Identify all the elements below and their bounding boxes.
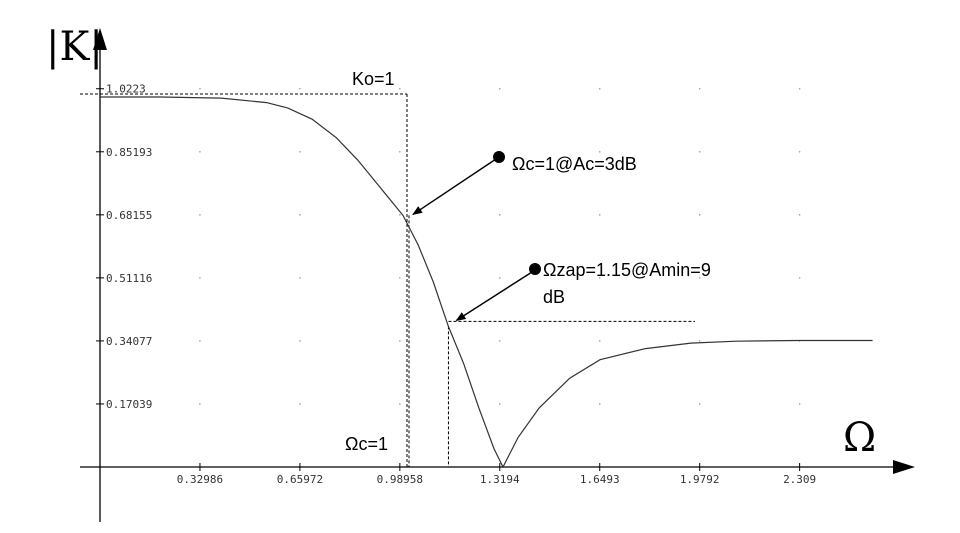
- x-ticks: 0.32986 0.65972 0.98958 1.3194 1.6493 1.9792 2…: [177, 463, 816, 486]
- annotation-stopband-line2: dB: [543, 287, 565, 307]
- ko-label: Ko=1: [352, 69, 395, 89]
- grid-dot: [798, 277, 801, 279]
- grid-dot: [299, 277, 301, 279]
- grid-dot: [698, 403, 701, 405]
- grid-dot: [399, 150, 401, 153]
- x-axis-arrow-icon: [893, 460, 915, 474]
- x-tick-label: 0.65972: [277, 473, 323, 486]
- grid-dot: [598, 87, 601, 90]
- y-tick-label: 0.51116: [106, 272, 152, 285]
- grid-dot: [698, 214, 701, 216]
- y-axis-title: |K|: [46, 24, 103, 70]
- grid-dot: [299, 214, 301, 216]
- grid-dot: [199, 150, 201, 153]
- grid-dot: [698, 277, 701, 279]
- grid: [199, 87, 801, 405]
- omega-c-label: Ωc=1: [345, 434, 388, 454]
- guides: [80, 93, 695, 467]
- grid-dot: [598, 150, 601, 153]
- grid-dot: [399, 214, 401, 216]
- grid-dot: [798, 403, 801, 405]
- y-ticks: 0.17039 0.34077 0.51116 0.68155 0.85193 1.022…: [96, 83, 152, 411]
- x-axis-title: Ω: [843, 415, 876, 461]
- grid-dot: [199, 87, 201, 90]
- grid-dot: [399, 403, 401, 405]
- annotation-arrow: [455, 271, 533, 321]
- grid-dot: [299, 87, 301, 90]
- grid-dot: [199, 214, 201, 216]
- grid-dot: [598, 403, 601, 405]
- annotation-cutoff: Ωc=1@Ac=3dB: [512, 154, 637, 174]
- grid-dot: [399, 277, 401, 279]
- grid-dot: [598, 277, 601, 279]
- y-tick-label: 1.0223: [106, 83, 146, 96]
- y-tick-label: 0.85193: [106, 146, 152, 159]
- grid-dot: [199, 277, 201, 279]
- grid-dot: [299, 340, 301, 342]
- y-tick-label: 0.17039: [106, 398, 152, 411]
- grid-dot: [498, 87, 501, 90]
- x-tick-label: 1.6493: [580, 473, 620, 486]
- grid-dot: [698, 340, 701, 342]
- grid-dot: [399, 87, 401, 90]
- grid-dot: [598, 340, 601, 342]
- grid-dot: [299, 150, 301, 153]
- grid-dot: [498, 214, 501, 216]
- annotation-stopband-line1: Ωzap=1.15@Amin=9: [543, 260, 711, 280]
- grid-dot: [798, 214, 801, 216]
- x-tick-label: 1.9792: [680, 473, 720, 486]
- y-axis-arrow-icon: [93, 28, 107, 50]
- series-line: [100, 96, 873, 469]
- x-tick-label: 0.98958: [377, 473, 423, 486]
- grid-dot: [199, 340, 201, 342]
- annotation-arrow: [412, 158, 497, 215]
- y-tick-label: 0.34077: [106, 335, 152, 348]
- grid-dot: [399, 340, 401, 342]
- grid-dot: [498, 403, 501, 405]
- grid-dot: [598, 214, 601, 216]
- grid-dot: [498, 277, 501, 279]
- grid-dot: [199, 403, 201, 405]
- x-tick-label: 1.3194: [480, 473, 520, 486]
- x-tick-label: 0.32986: [177, 473, 223, 486]
- grid-dot: [299, 403, 301, 405]
- y-tick-label: 0.68155: [106, 209, 152, 222]
- annotation-dot: [493, 151, 505, 163]
- grid-dot: [798, 87, 801, 90]
- grid-dot: [698, 87, 701, 90]
- grid-dot: [698, 150, 701, 153]
- grid-dot: [498, 340, 501, 342]
- grid-dot: [798, 150, 801, 153]
- x-tick-label: 2.309: [783, 473, 816, 486]
